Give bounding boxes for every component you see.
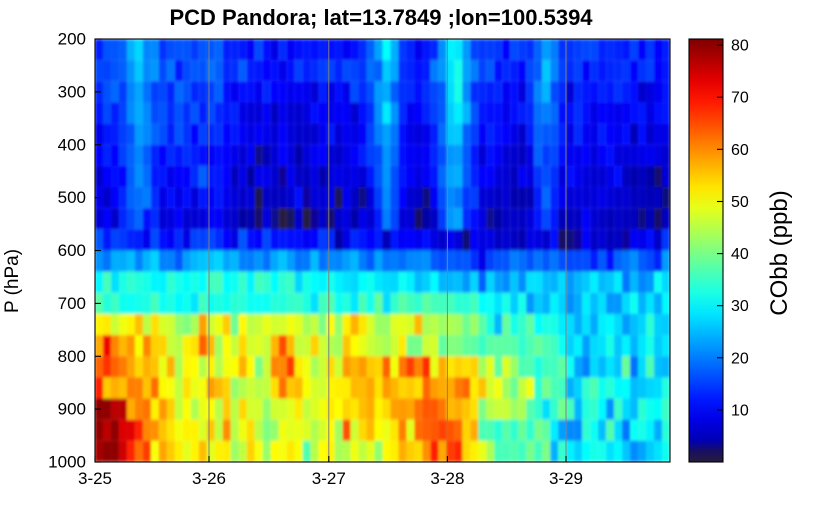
svg-text:3-28: 3-28 [430, 469, 464, 488]
svg-text:60: 60 [731, 142, 749, 159]
svg-text:10: 10 [731, 403, 749, 420]
svg-text:CObb (ppb): CObb (ppb) [766, 190, 793, 315]
svg-text:20: 20 [731, 350, 749, 367]
svg-text:70: 70 [731, 90, 749, 107]
svg-text:PCD Pandora; lat=13.7849 ;lon=: PCD Pandora; lat=13.7849 ;lon=100.5394 [169, 5, 593, 30]
svg-text:800: 800 [58, 347, 86, 366]
svg-text:40: 40 [731, 246, 749, 263]
svg-text:900: 900 [58, 400, 86, 419]
svg-text:700: 700 [58, 294, 86, 313]
svg-text:50: 50 [731, 194, 749, 211]
svg-text:3-29: 3-29 [549, 469, 583, 488]
svg-text:80: 80 [731, 38, 749, 55]
svg-text:500: 500 [58, 188, 86, 207]
svg-text:P (hPa): P (hPa) [2, 249, 23, 313]
svg-text:300: 300 [58, 82, 86, 101]
svg-text:200: 200 [58, 30, 86, 49]
svg-text:3-26: 3-26 [192, 469, 226, 488]
svg-text:30: 30 [731, 298, 749, 315]
svg-text:3-25: 3-25 [78, 469, 112, 488]
svg-text:400: 400 [58, 135, 86, 154]
svg-text:600: 600 [58, 241, 86, 260]
svg-text:3-27: 3-27 [312, 469, 346, 488]
